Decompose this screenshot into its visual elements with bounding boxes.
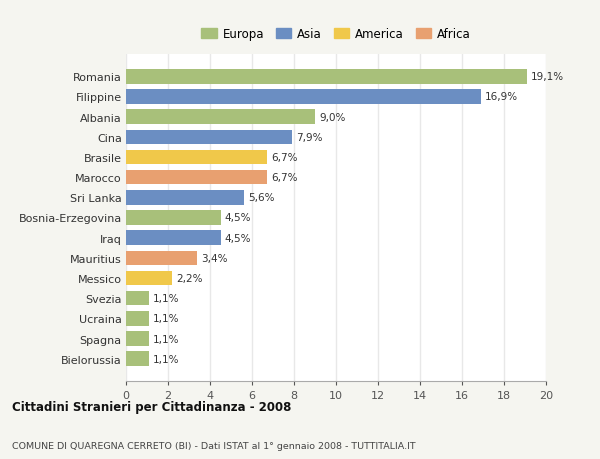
Text: 5,6%: 5,6% xyxy=(248,193,274,203)
Text: 16,9%: 16,9% xyxy=(485,92,518,102)
Text: 6,7%: 6,7% xyxy=(271,173,298,183)
Bar xyxy=(126,211,221,225)
Text: 9,0%: 9,0% xyxy=(319,112,346,123)
Bar xyxy=(126,251,197,265)
Bar xyxy=(126,70,527,84)
Text: 4,5%: 4,5% xyxy=(224,233,251,243)
Bar xyxy=(126,311,149,326)
Text: 1,1%: 1,1% xyxy=(154,334,180,344)
Text: 4,5%: 4,5% xyxy=(224,213,251,223)
Text: 7,9%: 7,9% xyxy=(296,133,323,142)
Bar xyxy=(126,130,292,145)
Text: 19,1%: 19,1% xyxy=(532,72,565,82)
Text: 6,7%: 6,7% xyxy=(271,153,298,162)
Text: COMUNE DI QUAREGNA CERRETO (BI) - Dati ISTAT al 1° gennaio 2008 - TUTTITALIA.IT: COMUNE DI QUAREGNA CERRETO (BI) - Dati I… xyxy=(12,441,416,450)
Bar xyxy=(126,291,149,306)
Bar xyxy=(126,151,267,165)
Text: 2,2%: 2,2% xyxy=(176,274,203,283)
Text: 1,1%: 1,1% xyxy=(154,313,180,324)
Text: Cittadini Stranieri per Cittadinanza - 2008: Cittadini Stranieri per Cittadinanza - 2… xyxy=(12,400,292,413)
Legend: Europa, Asia, America, Africa: Europa, Asia, America, Africa xyxy=(202,28,470,41)
Bar xyxy=(126,110,315,125)
Bar xyxy=(126,190,244,205)
Bar xyxy=(126,271,172,285)
Bar xyxy=(126,171,267,185)
Bar xyxy=(126,352,149,366)
Bar xyxy=(126,231,221,246)
Bar xyxy=(126,331,149,346)
Text: 1,1%: 1,1% xyxy=(154,354,180,364)
Text: 1,1%: 1,1% xyxy=(154,294,180,303)
Bar xyxy=(126,90,481,105)
Text: 3,4%: 3,4% xyxy=(202,253,228,263)
